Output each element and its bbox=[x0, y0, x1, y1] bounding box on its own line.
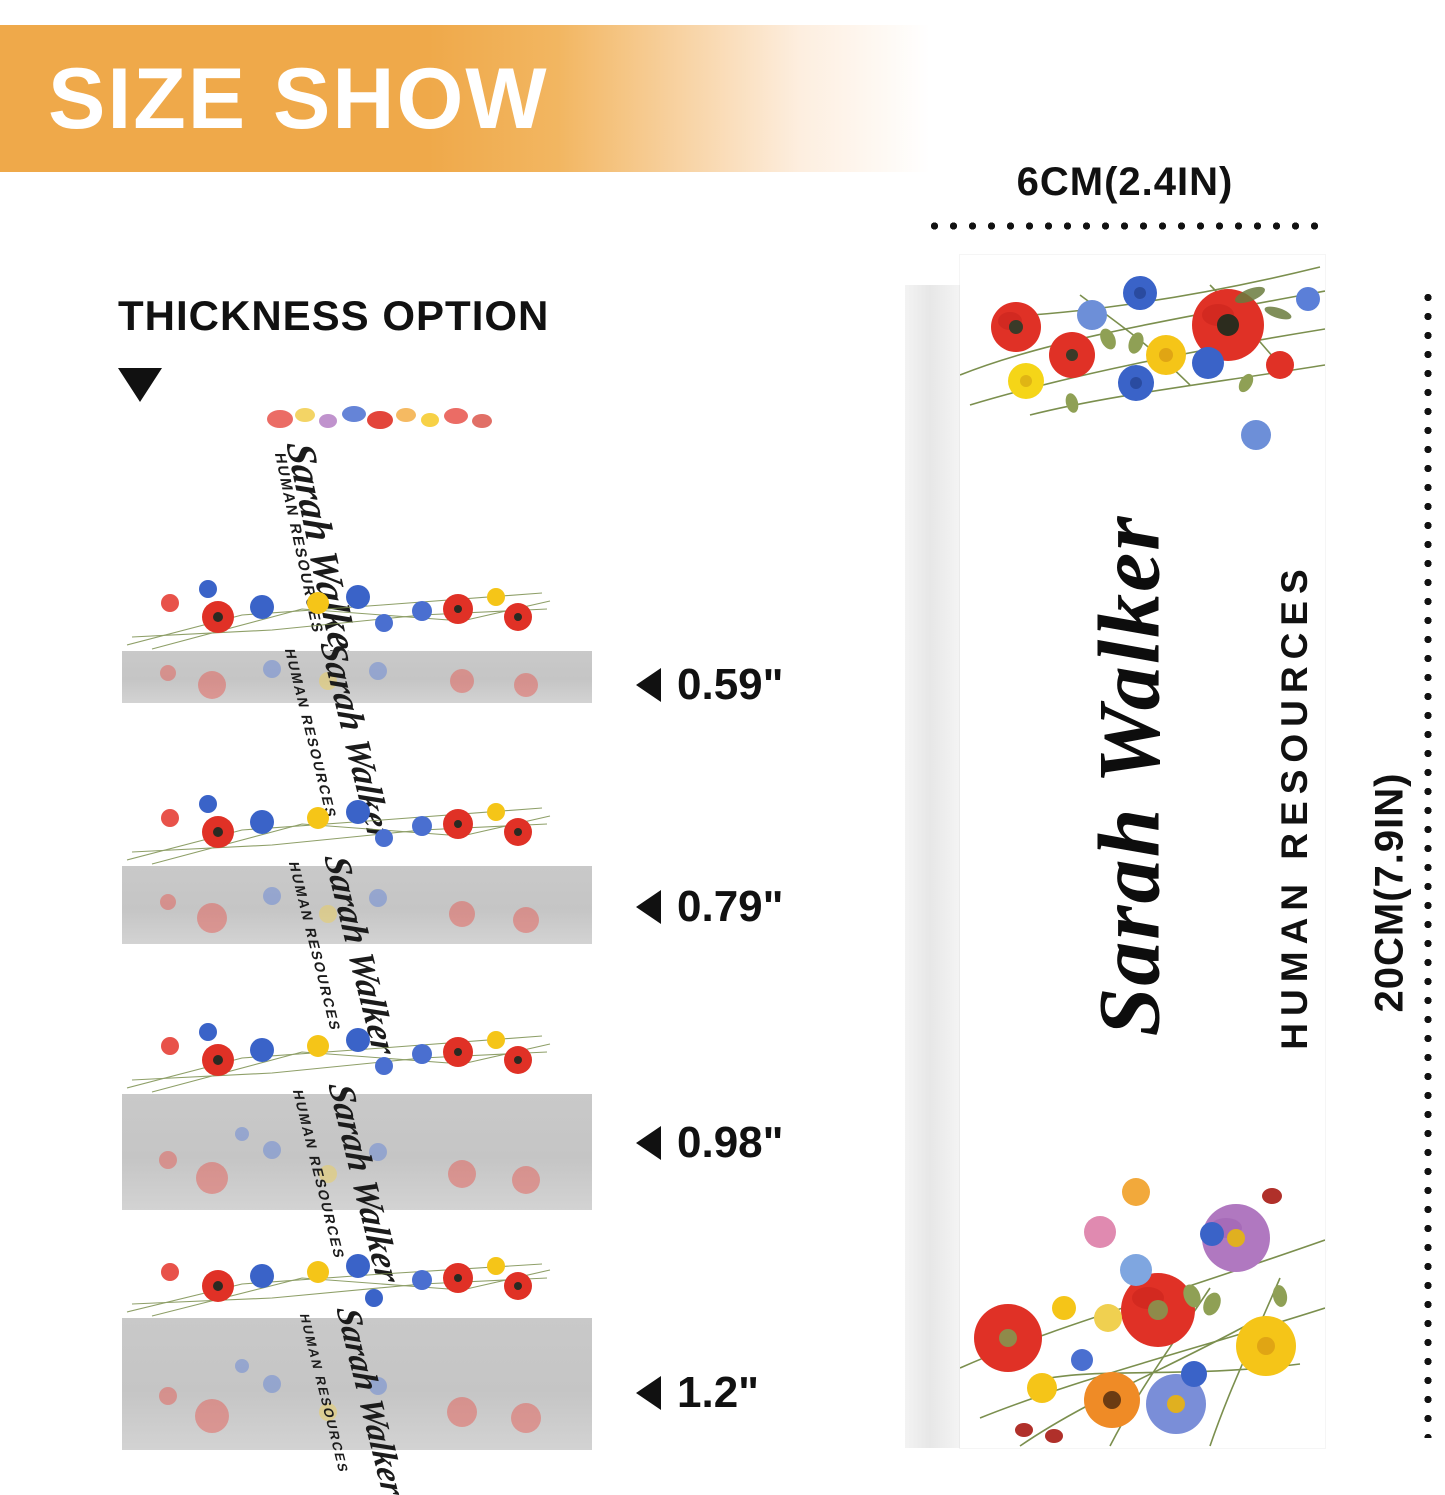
triangle-left-icon bbox=[636, 890, 661, 924]
thickness-edge-band bbox=[122, 651, 592, 703]
triangle-left-icon bbox=[636, 1376, 661, 1410]
thickness-label-3: 1.2" bbox=[636, 1368, 759, 1418]
thickness-label-text: 0.59" bbox=[677, 660, 784, 709]
plaque-front-face: Sarah Walker HUMAN RESOURCES bbox=[960, 255, 1325, 1448]
floral-art-top bbox=[122, 1018, 552, 1096]
floral-art-bottom bbox=[960, 1178, 1325, 1448]
plaque-side-edge bbox=[905, 285, 967, 1448]
thickness-label-2: 0.98" bbox=[636, 1118, 784, 1168]
floral-art-top bbox=[960, 255, 1325, 505]
thickness-option-heading: THICKNESS OPTION bbox=[118, 292, 550, 339]
size-show-banner: SIZE SHOW bbox=[0, 25, 930, 172]
height-dimension-label: 20CM(7.9IN) bbox=[1367, 772, 1412, 1013]
floral-art-top bbox=[122, 575, 552, 653]
product-plaque: Sarah Walker HUMAN RESOURCES bbox=[905, 255, 1325, 1448]
thickness-label-text: 0.98" bbox=[677, 1118, 784, 1167]
thickness-sample-2: Sarah Walker HUMAN RESOURCES bbox=[122, 1018, 592, 1282]
thickness-edge-band bbox=[122, 866, 592, 944]
width-dimension-label: 6CM(2.4IN) bbox=[1016, 160, 1234, 204]
plaque-name-text: Sarah Walker bbox=[1081, 514, 1179, 1037]
thickness-sample-0: Sarah Walker HUMAN RESOURCES bbox=[122, 575, 592, 841]
thickness-label-1: 0.79" bbox=[636, 882, 784, 932]
triangle-down-icon bbox=[118, 368, 162, 402]
thickness-label-text: 0.79" bbox=[677, 882, 784, 931]
thickness-edge-band bbox=[122, 1094, 592, 1210]
height-dimension-dotted-line bbox=[1424, 288, 1432, 1438]
size-show-title: SIZE SHOW bbox=[48, 50, 549, 147]
floral-art-top bbox=[122, 1248, 552, 1320]
thickness-sample-preview: Sarah Walker HUMAN RESOURCES bbox=[250, 395, 500, 664]
plaque-role-text: HUMAN RESOURCES bbox=[1274, 562, 1315, 1050]
floral-art-top bbox=[122, 790, 552, 868]
thickness-sample-3: Sarah Walker HUMAN RESOURCES bbox=[122, 1248, 592, 1495]
floral-art-top bbox=[250, 395, 500, 443]
thickness-edge-band bbox=[122, 1318, 592, 1450]
triangle-left-icon bbox=[636, 1126, 661, 1160]
thickness-label-0: 0.59" bbox=[636, 660, 784, 710]
thickness-sample-1: Sarah Walker HUMAN RESOURCES bbox=[122, 790, 592, 1054]
triangle-left-icon bbox=[636, 668, 661, 702]
width-dimension-dotted-line bbox=[925, 222, 1325, 230]
thickness-label-text: 1.2" bbox=[677, 1368, 760, 1417]
